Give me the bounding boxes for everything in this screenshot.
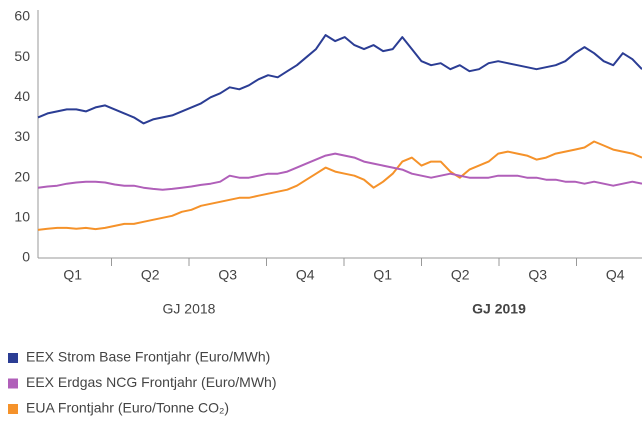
y-tick-label: 40 (14, 88, 30, 104)
y-tick-label: 50 (14, 48, 30, 64)
y-tick-label: 20 (14, 168, 30, 184)
y-tick-label: 10 (14, 209, 30, 225)
x-tick-label: Q1 (63, 267, 82, 283)
legend-label: EUA Frontjahr (Euro/Tonne CO₂) (26, 400, 229, 416)
series-line (37, 34, 642, 125)
x-tick-label: Q4 (606, 267, 625, 283)
legend-swatch (8, 353, 18, 363)
year-label: GJ 2019 (472, 301, 526, 317)
legend-swatch (8, 404, 18, 414)
series-line (37, 140, 642, 231)
y-tick-label: 60 (14, 8, 30, 24)
x-tick-label: Q2 (451, 267, 470, 283)
legend-label: EEX Strom Base Frontjahr (Euro/MWh) (26, 349, 270, 365)
y-tick-label: 30 (14, 128, 30, 144)
legend-swatch (8, 378, 18, 389)
x-tick-label: Q1 (373, 267, 392, 283)
x-tick-label: Q3 (528, 267, 547, 283)
y-tick-label: 0 (22, 249, 30, 265)
x-tick-label: Q4 (296, 267, 315, 283)
year-label: GJ 2018 (163, 301, 216, 317)
x-tick-label: Q2 (141, 267, 160, 283)
series-line (37, 152, 642, 191)
legend-label: EEX Erdgas NCG Frontjahr (Euro/MWh) (26, 374, 277, 390)
x-tick-label: Q3 (218, 267, 237, 283)
